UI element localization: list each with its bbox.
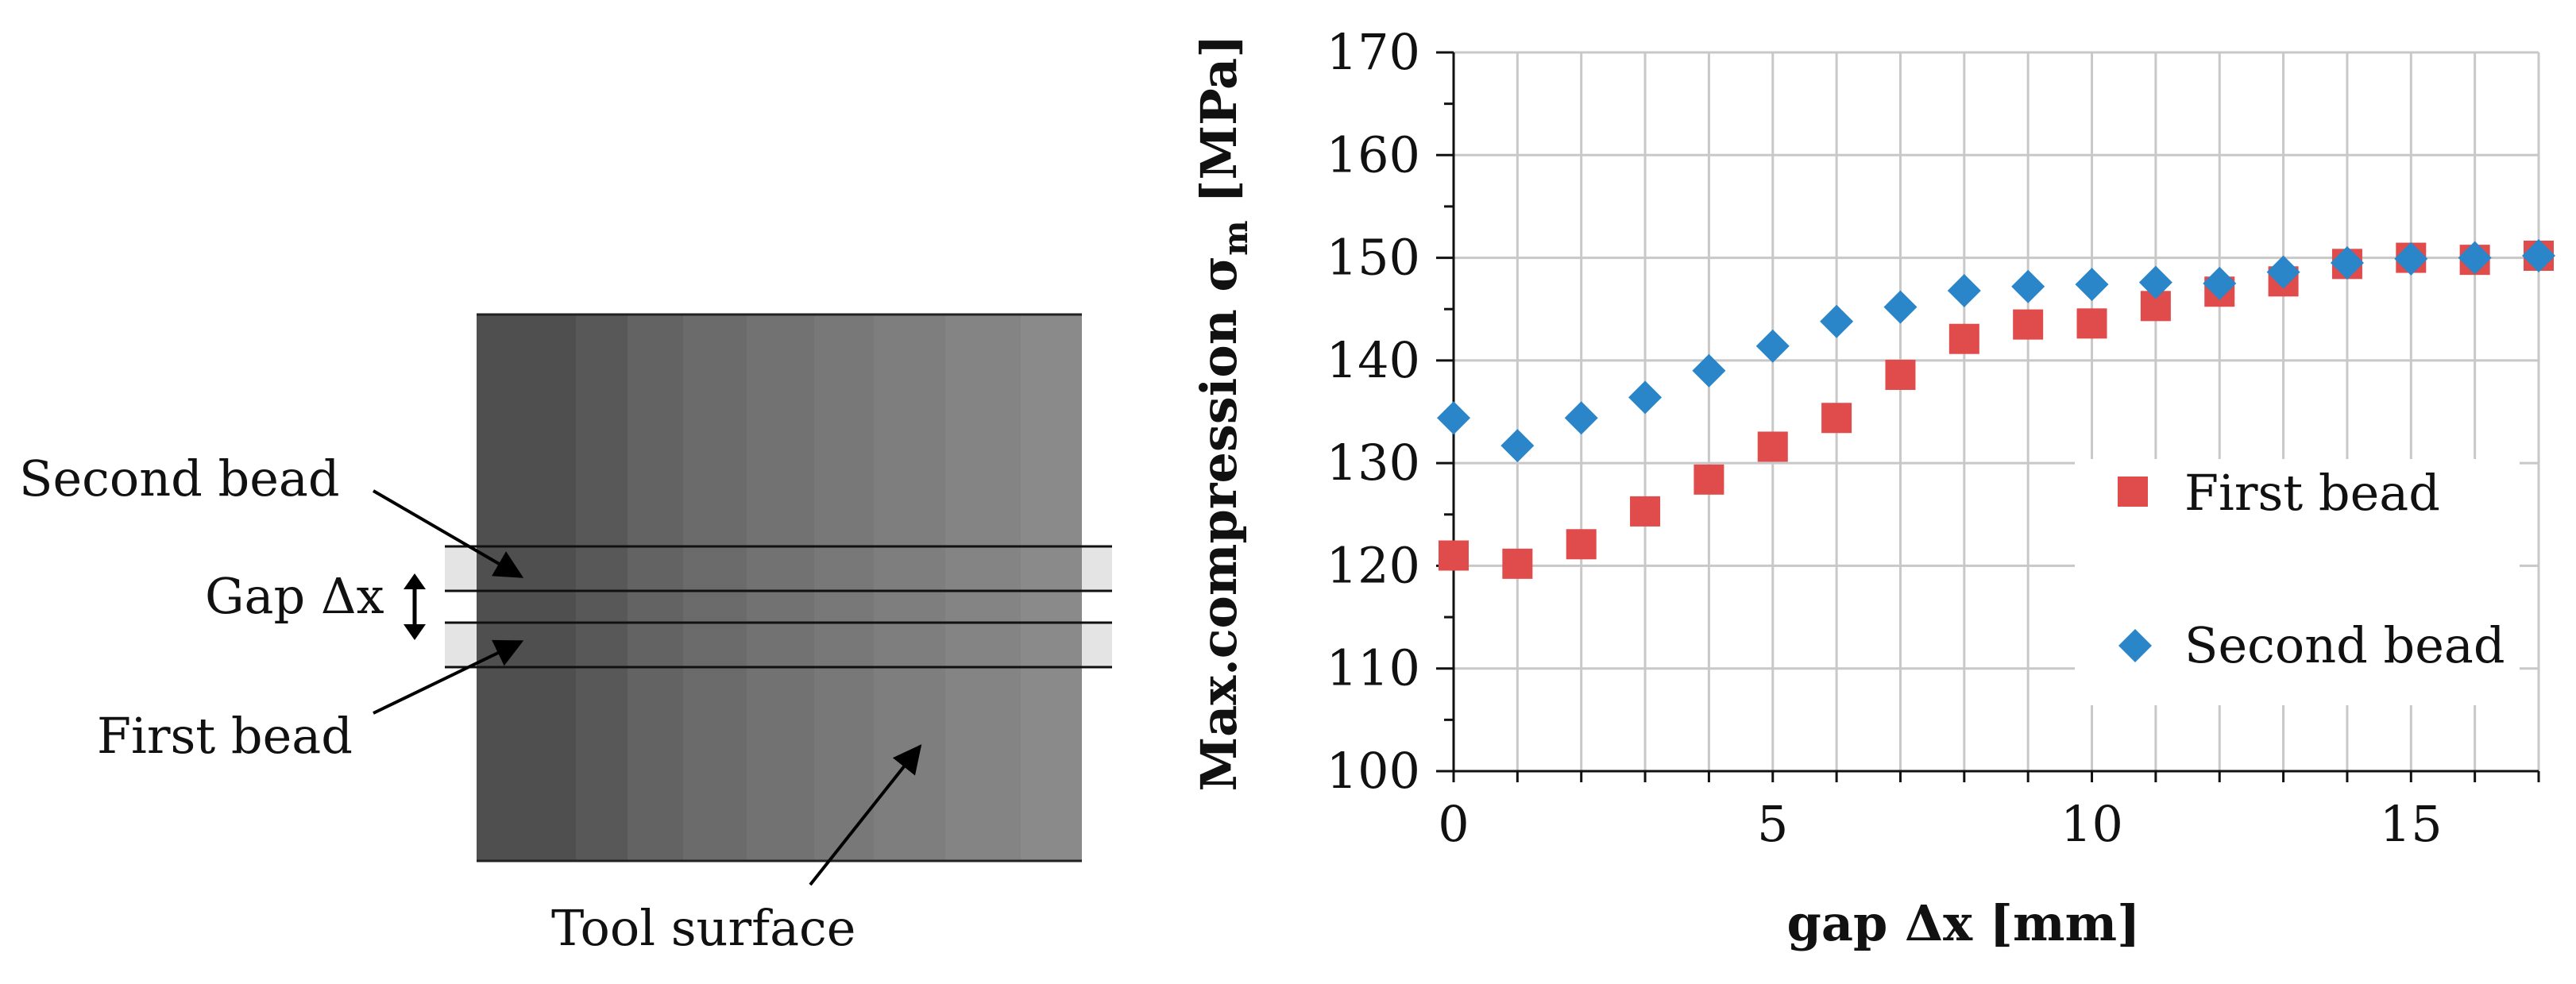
point-first-bead [1502,548,1533,579]
legend: First bead Second bead [2118,464,2505,674]
point-second-bead [1628,380,1663,415]
tool-surface-label: Tool surface [551,899,855,957]
point-second-bead [1692,353,1726,388]
x-tick-label: 10 [2060,795,2123,853]
point-second-bead [2075,268,2109,302]
point-first-bead [1694,464,1724,495]
x-axis-title: gap Δx [mm] [1787,894,2141,952]
point-second-bead [1755,329,1790,363]
first-bead-pointer-arrow [373,639,524,715]
legend-marker-second-bead [2118,629,2152,662]
point-second-bead [2394,241,2428,276]
point-second-bead [2138,265,2172,299]
x-tick-label: 0 [1438,795,1469,853]
y-tick-label: 130 [1327,434,1420,492]
y-axis-title-subscript: m [1216,220,1255,255]
tool-surface-block [477,313,1082,862]
point-second-bead [1564,401,1598,435]
data-points [1437,238,2555,579]
bead-diagram: Second bead Gap Δx First bead Tool surfa… [19,313,1112,957]
y-tick-label: 110 [1327,639,1420,697]
y-axis-title: Max.compression σm [MPa] [1190,34,1255,791]
point-second-bead [2522,238,2555,272]
point-second-bead [2458,241,2492,275]
point-first-bead [1630,496,1661,527]
y-tick-label: 150 [1327,229,1420,287]
point-second-bead [2203,266,2237,300]
tool-surface-pointer-arrow [809,744,922,886]
point-second-bead [1883,290,1918,324]
point-first-bead [1439,540,1469,571]
second-bead-pointer-arrow [372,489,524,578]
bead-lines [445,545,1112,669]
legend-label-first-bead: First bead [2184,464,2440,522]
x-tick-label: 15 [2380,795,2443,853]
point-first-bead [1566,529,1597,560]
point-first-bead [1757,431,1788,462]
point-second-bead [1947,273,1981,307]
x-tick-label: 5 [1757,795,1788,853]
point-second-bead [1500,429,1535,463]
point-second-bead [1437,401,1470,435]
tick-labels: 100 110 120 130 140 150 160 170 0 5 10 15 [1327,23,2443,853]
point-first-bead [2013,309,2044,340]
y-tick-label: 100 [1327,742,1420,800]
point-second-bead [2266,255,2300,289]
point-first-bead [1948,323,1979,354]
y-tick-label: 160 [1327,125,1420,183]
first-bead-label: First bead [97,707,353,765]
point-first-bead [2076,308,2107,339]
second-bead-label: Second bead [19,450,340,507]
y-tick-label: 170 [1327,23,1420,81]
y-tick-label: 120 [1327,536,1420,594]
point-second-bead [2011,269,2045,303]
y-tick-label: 140 [1327,331,1420,389]
legend-marker-first-bead [2118,477,2148,507]
gap-label: Gap Δx [205,567,384,625]
gap-double-arrow [404,573,426,640]
point-second-bead [1820,304,1854,338]
chart: 100 110 120 130 140 150 160 170 0 5 10 15 First bea… [1190,23,2555,952]
legend-box [2075,459,2520,705]
point-second-bead [2330,246,2364,280]
point-first-bead [1885,359,1916,390]
legend-label-second-bead: Second bead [2184,616,2505,674]
point-first-bead [1821,403,1852,434]
